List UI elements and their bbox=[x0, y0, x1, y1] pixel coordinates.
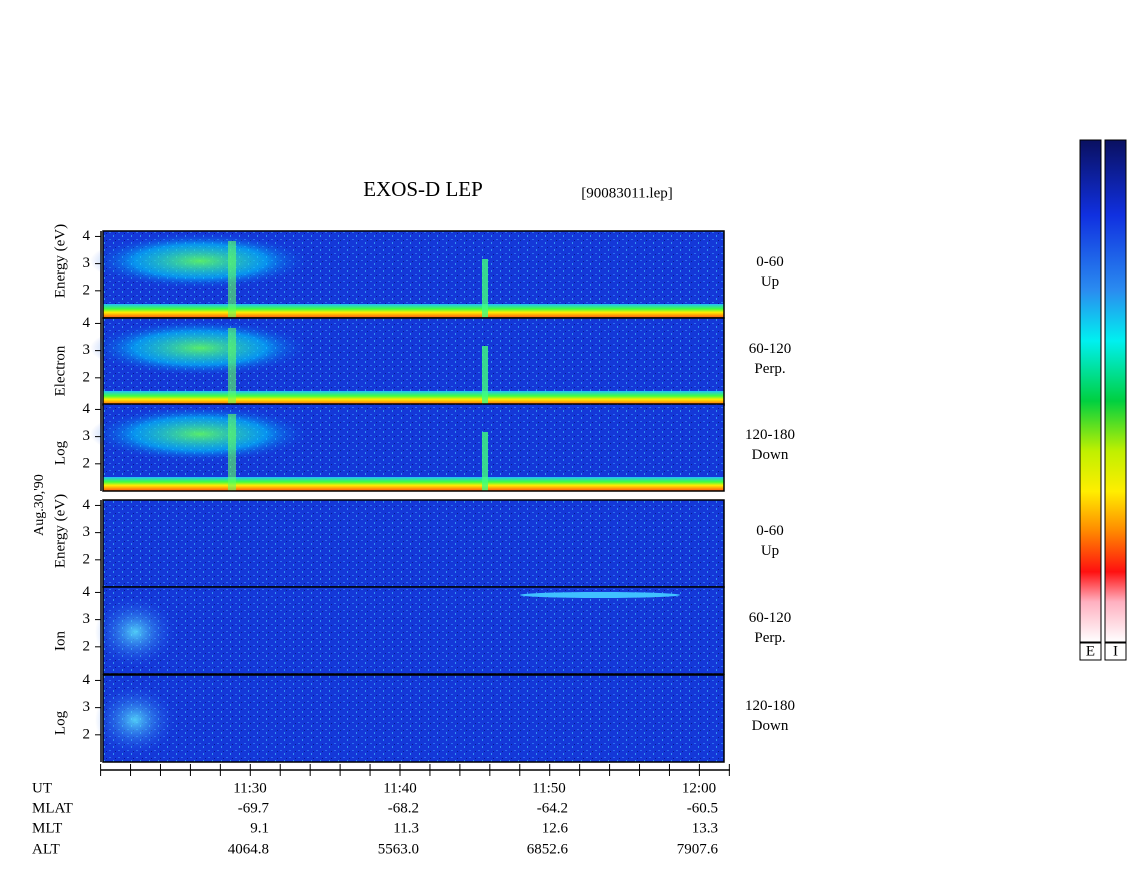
panel-label: Perp. bbox=[754, 630, 785, 646]
y-tick-label: 2 bbox=[83, 455, 91, 471]
y-axis-label: Ion bbox=[52, 631, 68, 651]
panel-label: 120-180 bbox=[745, 427, 795, 443]
burst bbox=[482, 259, 488, 318]
row-label: UT bbox=[32, 780, 52, 796]
spectrogram-panel bbox=[90, 317, 725, 406]
title: EXOS-D LEP bbox=[363, 177, 483, 201]
y-axis-label: Log bbox=[52, 440, 68, 465]
y-tick-label: 3 bbox=[83, 524, 91, 540]
panel-label: 0-60 bbox=[756, 254, 784, 270]
row-value: 9.1 bbox=[250, 820, 269, 836]
low-energy-band bbox=[103, 391, 724, 405]
spectrogram-panel bbox=[95, 674, 725, 763]
row-value: -69.7 bbox=[238, 800, 270, 816]
row-value: 11:50 bbox=[532, 780, 566, 796]
date-label: Aug.30,'90 bbox=[32, 474, 47, 536]
row-value: 12.6 bbox=[542, 820, 569, 836]
y-tick-label: 2 bbox=[83, 638, 91, 654]
row-value: 6852.6 bbox=[527, 841, 569, 857]
y-tick-label: 4 bbox=[83, 584, 91, 600]
row-value: 12:00 bbox=[682, 780, 716, 796]
y-tick-label: 3 bbox=[83, 428, 91, 444]
y-tick-label: 3 bbox=[83, 699, 91, 715]
row-label: MLT bbox=[32, 820, 62, 836]
row-value: -64.2 bbox=[537, 800, 568, 816]
spectrogram-background bbox=[103, 500, 724, 587]
colorbar bbox=[1079, 139, 1102, 643]
spectrogram-panel bbox=[90, 230, 725, 319]
colorbar bbox=[1104, 139, 1127, 643]
row-value: 4064.8 bbox=[228, 841, 269, 857]
spectrogram-panel bbox=[102, 499, 725, 588]
burst bbox=[228, 241, 236, 318]
spectrogram-panel bbox=[90, 403, 725, 492]
y-tick-label: 4 bbox=[83, 315, 91, 331]
colorbar-label-box bbox=[1104, 642, 1127, 661]
row-value: 11:40 bbox=[383, 780, 417, 796]
panel-label: Down bbox=[752, 718, 789, 734]
spectrogram-background bbox=[103, 587, 724, 674]
spectrogram-background bbox=[103, 675, 724, 762]
row-value: -60.5 bbox=[687, 800, 718, 816]
file-name: [90083011.lep] bbox=[581, 185, 673, 201]
spectrogram-panel bbox=[95, 586, 725, 675]
panel-border bbox=[102, 586, 725, 675]
emission-glow bbox=[90, 406, 310, 462]
y-tick-label: 4 bbox=[83, 401, 91, 417]
panel-label: 60-120 bbox=[749, 341, 792, 357]
emission-glow bbox=[90, 320, 310, 376]
y-tick-label: 4 bbox=[83, 497, 91, 513]
burst bbox=[482, 346, 488, 405]
panel-label: 120-180 bbox=[745, 698, 795, 714]
y-axis-label: Energy (eV) bbox=[52, 494, 68, 568]
row-label: MLAT bbox=[32, 800, 73, 816]
row-value: -68.2 bbox=[388, 800, 419, 816]
row-value: 7907.6 bbox=[677, 841, 719, 857]
y-tick-label: 2 bbox=[83, 551, 91, 567]
low-energy-band bbox=[103, 304, 724, 318]
burst bbox=[228, 414, 236, 491]
panel-border bbox=[102, 674, 725, 763]
low-energy-band bbox=[103, 477, 724, 491]
emission-glow bbox=[95, 685, 175, 755]
panel-label: Down bbox=[752, 447, 789, 463]
row-value: 5563.0 bbox=[378, 841, 419, 857]
colorbar-label: I bbox=[1113, 643, 1118, 659]
panel-label: 0-60 bbox=[756, 523, 784, 539]
y-tick-label: 2 bbox=[83, 282, 91, 298]
emission-glow bbox=[90, 233, 310, 289]
burst bbox=[228, 328, 236, 405]
colorbar-label-box bbox=[1079, 642, 1102, 661]
emission-streak bbox=[520, 592, 680, 598]
colorbar-label: E bbox=[1086, 643, 1095, 659]
y-tick-label: 3 bbox=[83, 611, 91, 627]
panel-label: Perp. bbox=[754, 361, 785, 377]
row-value: 11:30 bbox=[233, 780, 267, 796]
panel-label: Up bbox=[761, 543, 779, 559]
row-value: 11.3 bbox=[393, 820, 419, 836]
y-tick-label: 3 bbox=[83, 342, 91, 358]
row-value: 13.3 bbox=[692, 820, 718, 836]
y-axis-label: Log bbox=[52, 710, 68, 735]
y-tick-label: 4 bbox=[83, 228, 91, 244]
y-axis-label: Energy (eV) bbox=[52, 224, 68, 298]
row-label: ALT bbox=[32, 841, 60, 857]
y-tick-label: 3 bbox=[83, 255, 91, 271]
panel-label: 60-120 bbox=[749, 610, 792, 626]
panel-label: Up bbox=[761, 274, 779, 290]
y-axis-label: Electron bbox=[52, 345, 68, 396]
y-tick-label: 4 bbox=[83, 672, 91, 688]
panel-border bbox=[102, 403, 725, 492]
emission-glow bbox=[95, 597, 175, 667]
y-tick-label: 2 bbox=[83, 369, 91, 385]
burst bbox=[482, 432, 488, 491]
y-tick-label: 2 bbox=[83, 726, 91, 742]
